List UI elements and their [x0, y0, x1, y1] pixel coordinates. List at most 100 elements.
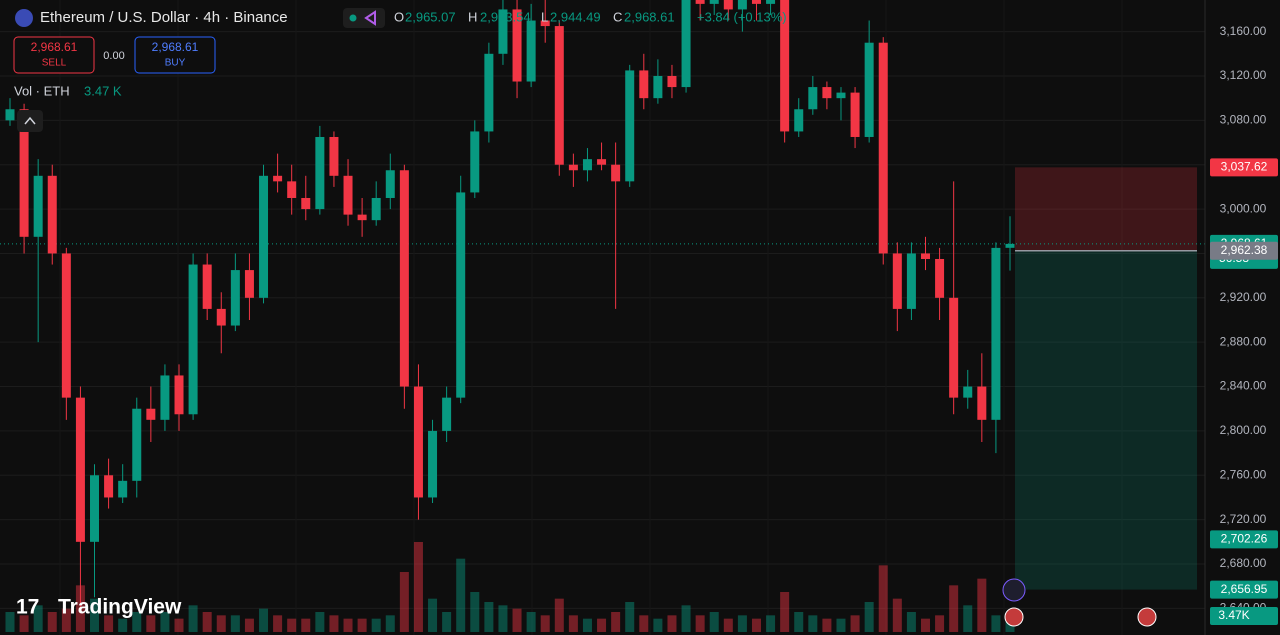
volume-bar	[949, 585, 959, 632]
volume-bar	[371, 618, 381, 632]
candle-body	[681, 0, 691, 88]
target-tag-bg	[1210, 580, 1278, 599]
buy-label: BUY	[165, 58, 186, 69]
volume-bar	[287, 618, 297, 632]
buy-button[interactable]	[134, 36, 216, 74]
volume-bar	[1005, 620, 1015, 632]
market-status	[349, 14, 357, 22]
volume-bar	[808, 615, 818, 632]
stop-tag: 3,037.62	[1221, 160, 1268, 174]
volume-bar	[780, 592, 790, 632]
eth-icon	[15, 9, 33, 27]
candle-body	[878, 42, 888, 254]
volume-bar	[681, 605, 691, 632]
candle-body	[723, 0, 733, 10]
flag-icon[interactable]	[1137, 607, 1157, 627]
volume-bar	[864, 602, 874, 632]
candle-body	[413, 386, 423, 498]
candle-body	[1005, 243, 1015, 248]
candle-body	[259, 175, 269, 298]
volume-bar	[315, 612, 325, 632]
candle-body	[385, 170, 395, 198]
volume-bar	[118, 618, 128, 632]
volume-bar	[963, 605, 973, 632]
stop-tag-bg	[1210, 158, 1278, 177]
volume-bar	[498, 605, 508, 632]
candle-body	[47, 175, 57, 254]
volume-bar	[625, 602, 635, 632]
candle-body	[751, 0, 761, 4]
volume-bar	[399, 572, 409, 632]
volume-label: Vol · ETH	[14, 83, 70, 98]
candle-body	[568, 164, 578, 171]
marker-tag: 2,702.26	[1221, 531, 1268, 545]
c-label: C	[613, 9, 622, 24]
y-tick-label: 2,880.00	[1220, 334, 1267, 348]
l-value: 2,944.49	[550, 9, 601, 24]
candle-body	[808, 87, 818, 110]
volume-bar	[639, 615, 649, 632]
candle-body	[19, 109, 29, 237]
volume-bar	[301, 618, 311, 632]
candle-body	[315, 136, 325, 210]
candle-body	[202, 264, 212, 309]
candle-body	[653, 75, 663, 99]
candle-body	[174, 375, 184, 415]
logo: TradingView	[58, 596, 182, 619]
c-value: 2,968.61	[624, 9, 675, 24]
candle-body	[554, 26, 564, 165]
candle-body	[343, 175, 353, 215]
candle-body	[399, 170, 409, 387]
l-label: L	[541, 9, 548, 24]
volume-bar	[230, 615, 240, 632]
volume-bar	[442, 612, 452, 632]
y-tick-label: 3,000.00	[1220, 201, 1267, 215]
candle-body	[456, 192, 466, 398]
sell-price: 2,968.61	[31, 40, 78, 54]
volume-bar	[850, 615, 860, 632]
volume-bar	[920, 618, 930, 632]
volume-bar	[611, 612, 621, 632]
candle-body	[991, 247, 1001, 420]
volume-bar	[878, 565, 888, 632]
volume-bar	[5, 612, 15, 632]
candle-body	[33, 175, 43, 237]
volume-bar	[385, 615, 395, 632]
candle-body	[597, 159, 607, 165]
collapse-button[interactable]	[17, 110, 43, 132]
target-tag: 2,656.95	[1221, 582, 1268, 596]
reward-zone	[1015, 250, 1197, 590]
candle-body	[90, 475, 100, 542]
event-icon[interactable]	[1002, 578, 1026, 602]
flag-icon[interactable]	[1004, 607, 1024, 627]
risk-zone	[1015, 167, 1197, 251]
candle-body	[188, 264, 198, 415]
volume-bar	[160, 612, 170, 632]
volume-bar	[991, 615, 1001, 632]
volume-bar	[188, 605, 198, 632]
candle-body	[780, 0, 790, 132]
marker-tag-bg	[1210, 530, 1278, 549]
candle-body	[977, 386, 987, 420]
candle-body	[132, 408, 142, 481]
candle-body	[470, 131, 480, 193]
volume-bar	[582, 618, 592, 632]
candle-body	[442, 397, 452, 431]
candle-body	[864, 42, 874, 137]
candle-body	[160, 375, 170, 420]
status-pill	[343, 8, 385, 28]
y-tick-label: 2,720.00	[1220, 512, 1267, 526]
candle-body	[118, 480, 128, 498]
candle-body	[526, 20, 536, 82]
sell-button[interactable]	[13, 36, 95, 74]
volume-bar	[174, 618, 184, 632]
y-tick-label: 2,920.00	[1220, 290, 1267, 304]
change: +3.84 (+0.13%)	[697, 9, 787, 24]
volume-bar	[597, 618, 607, 632]
candle-body	[5, 109, 15, 121]
volume-bar	[737, 615, 747, 632]
volume-bar	[259, 608, 269, 632]
volume-bar	[554, 598, 564, 632]
